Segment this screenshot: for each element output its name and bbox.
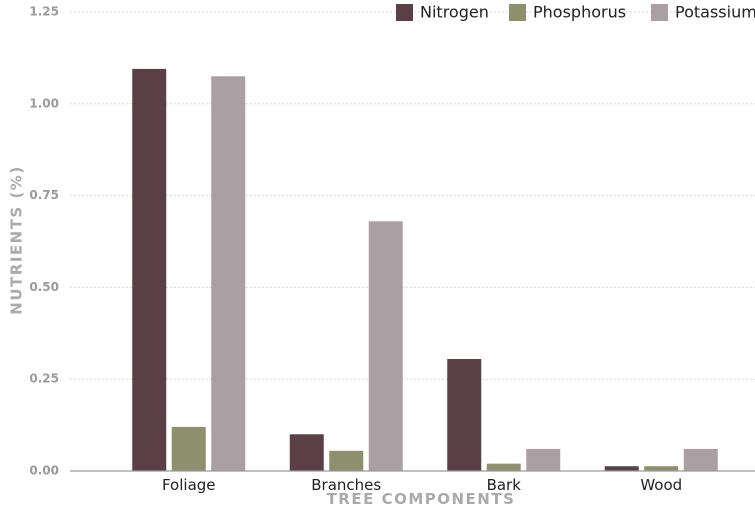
bar-phosphorus-branches [329, 450, 364, 471]
gridlines [70, 11, 755, 380]
x-axis-title: TREE COMPONENTS [327, 490, 516, 508]
legend: Nitrogen Phosphorus Potassium [396, 3, 755, 22]
bar-nitrogen-branches [289, 434, 324, 471]
legend-swatch [396, 4, 413, 21]
legend-item-phosphorus: Phosphorus [509, 3, 626, 22]
legend-label: Potassium [675, 3, 755, 22]
y-axis-title: NUTRIENTS (%) [8, 165, 26, 314]
bar-nitrogen-bark [447, 359, 482, 471]
legend-item-nitrogen: Nitrogen [396, 3, 489, 22]
y-tick-label: 0.75 [29, 188, 59, 202]
bar-phosphorus-bark [486, 463, 521, 471]
y-tick-label: 1.00 [29, 96, 59, 110]
legend-label: Nitrogen [420, 3, 489, 22]
y-tick-label: 1.25 [29, 5, 59, 19]
x-category-label: Bark [487, 476, 522, 494]
x-category-label: Wood [640, 476, 682, 494]
bar-potassium-bark [526, 448, 561, 471]
x-category-label: Branches [311, 476, 381, 494]
legend-swatch [651, 4, 668, 21]
legend-label: Phosphorus [533, 3, 626, 22]
bar-potassium-wood [683, 448, 718, 471]
bar-potassium-foliage [211, 76, 246, 471]
bars [132, 68, 718, 471]
x-category-label: Foliage [162, 476, 216, 494]
y-tick-label: 0.25 [29, 372, 59, 386]
bar-nitrogen-foliage [132, 68, 167, 471]
y-tick-label: 0.00 [29, 464, 59, 478]
bar-phosphorus-wood [644, 466, 679, 471]
legend-item-potassium: Potassium [651, 3, 755, 22]
bar-phosphorus-foliage [171, 426, 206, 471]
bar-potassium-branches [368, 221, 403, 471]
y-tick-label: 0.50 [29, 280, 59, 294]
x-axis-categories: Foliage Branches Bark Wood [162, 476, 682, 494]
y-axis-ticks: 0.00 0.25 0.50 0.75 1.00 1.25 [29, 5, 59, 478]
legend-swatch [509, 4, 526, 21]
bar-nitrogen-wood [604, 466, 639, 471]
